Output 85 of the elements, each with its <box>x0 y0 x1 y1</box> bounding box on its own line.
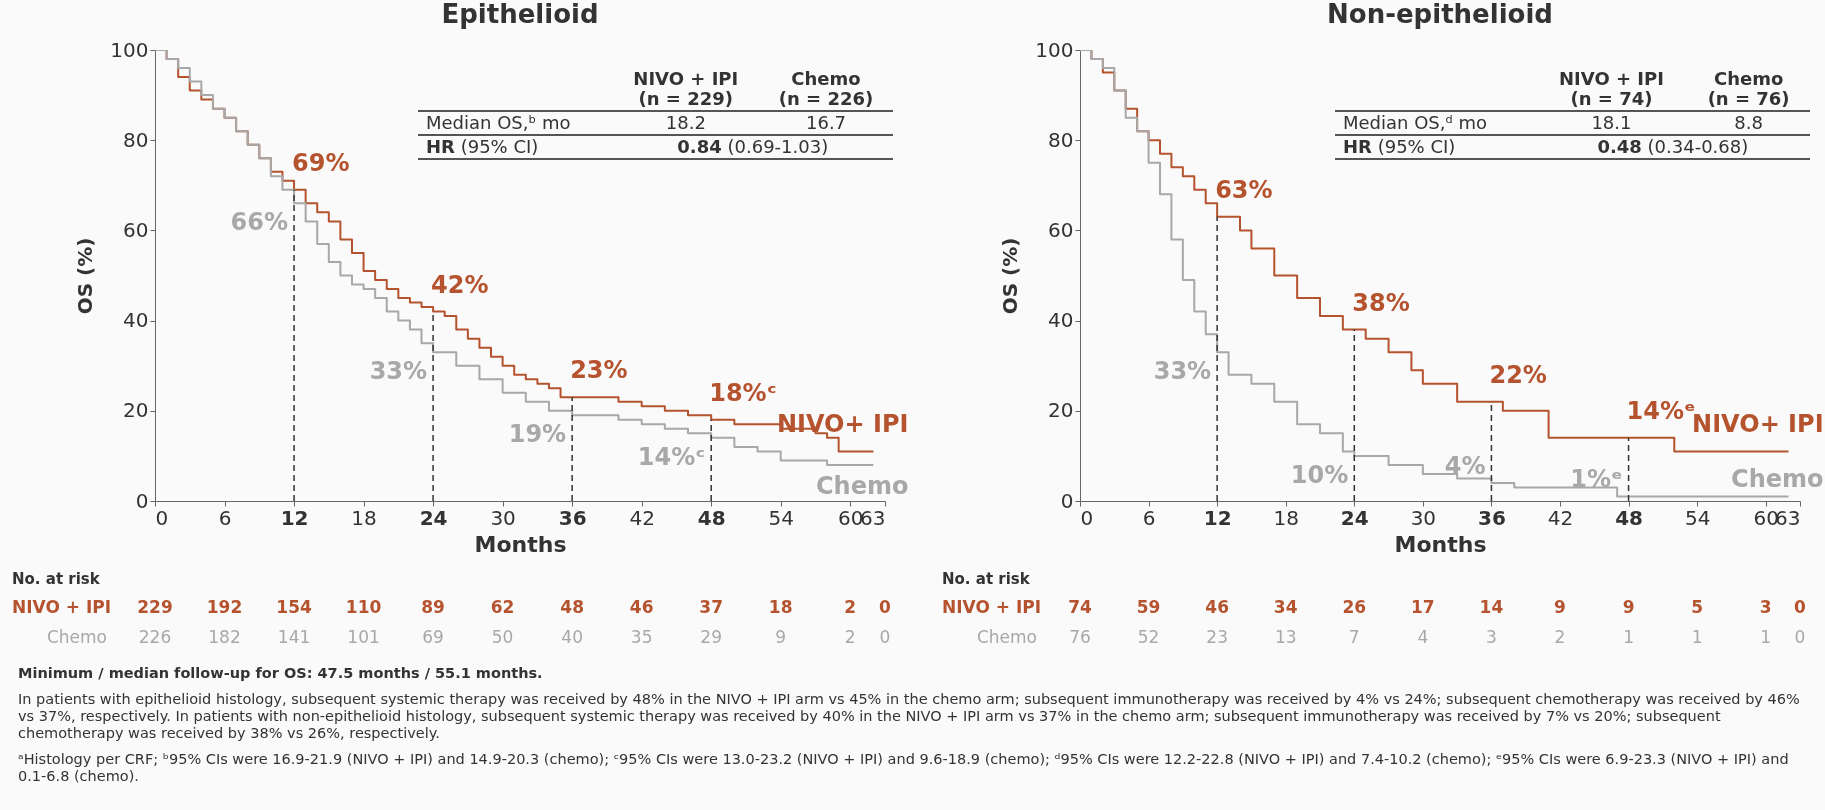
x-tick-label: 36 <box>558 505 587 530</box>
annotation: 33% <box>1153 357 1212 386</box>
text: 229 192 154 110 89 62 48 46 37 18 2 0 <box>137 597 891 617</box>
x-tick-label: 24 <box>1340 505 1369 530</box>
text: ᵃHistology per CRF; ᵇ95% CIs were 16.9-21.9 (NIVO + IPI) and 14.9-20.3 (chemo); ᶜ95% CIs were 13.0-23.2 (NIVO + IPI) and 9.6-18.9 (chemo); ᵈ95% CIs were 12.2-22.8 (NIVO + IPI) and 7.4-10.2 (chemo); ᵉ95% CIs were 6.9-23.3 (NIVO + IPI) and 0.1-6.8 (chemo). <box>18 751 1790 785</box>
y-axis-title: OS (%) <box>998 237 1023 315</box>
x-tick-label: 30 <box>1410 505 1437 530</box>
x-tick-label: 54 <box>1684 505 1711 530</box>
series-label: NIVO+ IPI <box>1692 410 1824 439</box>
text: 74 59 46 34 26 17 14 9 9 5 3 0 <box>1068 597 1806 617</box>
x-tick-label: 24 <box>419 505 448 530</box>
annotation: 33% <box>369 357 428 386</box>
x-axis-title: Months <box>474 531 567 557</box>
x-tick-label: 48 <box>1615 505 1643 530</box>
y-tick-label: 20 <box>1048 398 1074 423</box>
text: 76 52 23 13 7 4 3 2 1 1 1 0 <box>1069 627 1806 647</box>
text: Minimum / median follow-up for OS: 47.5 months / 55.1 months. <box>18 665 544 682</box>
x-tick-label: 0 <box>155 505 169 530</box>
annotation: 16.7 <box>759 111 893 135</box>
annotation: 18%ᶜ <box>709 378 777 407</box>
annotation: Median OS,ᵇ mo <box>418 111 613 135</box>
annotation: 22% <box>1489 360 1547 389</box>
y-axis-title: OS (%) <box>73 237 98 315</box>
annotation: 38% <box>1352 288 1410 317</box>
y-tick-label: 40 <box>1048 308 1074 333</box>
text: No. at risk <box>942 570 1030 588</box>
x-tick-label: 6 <box>1142 505 1156 530</box>
text: NIVO + IPI <box>942 597 1042 617</box>
x-tick-label: 48 <box>697 505 726 530</box>
annotation: 63% <box>1215 175 1273 204</box>
x-tick-label: 63 <box>860 505 886 530</box>
y-tick-label: 80 <box>1048 127 1074 152</box>
annotation: NIVO + IPI (n = 229) <box>632 68 740 111</box>
annotation: Median OS,ᵈ mo <box>1335 111 1536 135</box>
annotation: 14%ᶜ <box>637 442 706 471</box>
text: Chemo <box>975 627 1037 647</box>
annotation: NIVO + IPI (n = 74) <box>1558 68 1665 111</box>
series-label: Chemo <box>815 471 909 500</box>
annotation: 0.84 (0.69-1.03) <box>612 135 893 159</box>
y-tick-label: 60 <box>1048 217 1074 242</box>
x-tick-label: 42 <box>1547 505 1574 530</box>
x-tick-label: 6 <box>218 505 232 530</box>
annotation: 8.8 <box>1687 111 1810 135</box>
annotation: 69% <box>292 148 350 177</box>
annotation: 42% <box>431 270 489 299</box>
x-tick-label: 18 <box>1273 505 1299 530</box>
annotation: 18.2 <box>612 111 760 135</box>
text: NIVO + IPI <box>12 597 112 617</box>
annotation: 66% <box>230 208 289 237</box>
y-tick-label: 40 <box>123 308 149 333</box>
y-tick-label: 80 <box>123 127 149 152</box>
x-tick-label: 42 <box>629 505 655 530</box>
y-tick-label: 100 <box>110 37 149 62</box>
annotation: 18.1 <box>1535 111 1688 135</box>
x-tick-label: 12 <box>280 505 309 530</box>
x-tick-label: 54 <box>768 505 794 530</box>
text: 226 182 141 101 69 50 40 35 29 9 2 0 <box>138 627 891 647</box>
y-tick-label: 0 <box>1060 488 1074 513</box>
text: No. at risk <box>12 570 100 588</box>
chart-title: Epithelioid <box>441 0 599 29</box>
annotation: HR (95% CI) <box>418 135 613 159</box>
annotation: 0.48 (0.34-0.68) <box>1535 135 1810 159</box>
x-tick-label: 36 <box>1478 505 1506 530</box>
annotation: 4% <box>1444 451 1486 480</box>
annotation: 1%ᵉ <box>1570 465 1623 494</box>
annotation: 23% <box>570 356 628 385</box>
annotation: 19% <box>508 420 567 449</box>
series-label: Chemo <box>1731 465 1824 494</box>
text: In patients with epithelioid histology, subsequent systemic therapy was received by 48% in the NIVO + IPI arm vs 45% in the chemo arm; subsequent immunotherapy was received by 4% vs 24%; subsequent chemotherapy was received by 46% vs 37%, respectively. In patients with non-epithelioid histology, subsequent systemic therapy was received by 40% in the NIVO + IPI arm vs 37% in the chemo arm; subsequent immunotherapy was received by 7% vs 20%; subsequent chemotherapy was received by 38% vs 26%, respectively. <box>18 691 1801 742</box>
text: Chemo <box>45 627 107 647</box>
chart-title: Non-epithelioid <box>1327 0 1553 29</box>
annotation: Chemo (n = 76) <box>1706 68 1791 111</box>
annotation: HR (95% CI) <box>1335 135 1536 159</box>
y-tick-label: 0 <box>135 488 149 513</box>
y-tick-label: 20 <box>123 398 149 423</box>
x-tick-label: 18 <box>351 505 377 530</box>
x-tick-label: 30 <box>490 505 516 530</box>
series-label: NIVO+ IPI <box>776 410 909 439</box>
annotation: Chemo (n = 226) <box>777 68 875 111</box>
annotation: 10% <box>1290 460 1349 489</box>
x-tick-label: 0 <box>1080 505 1094 530</box>
y-tick-label: 60 <box>123 217 149 242</box>
x-tick-label: 12 <box>1203 505 1232 530</box>
x-axis-title: Months <box>1394 531 1487 557</box>
y-tick-label: 100 <box>1035 37 1074 62</box>
